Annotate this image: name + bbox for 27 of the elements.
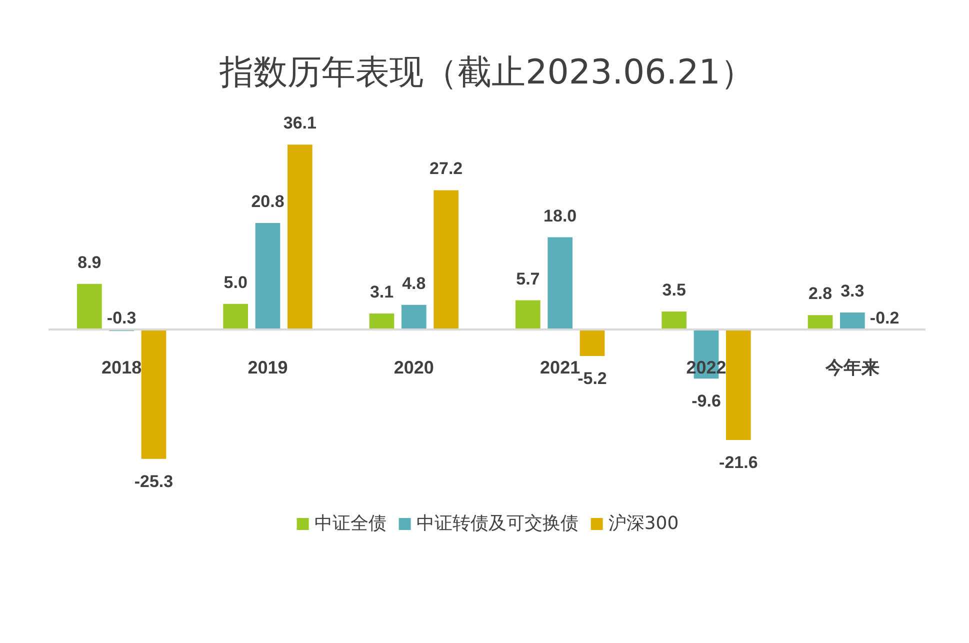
- x-tick-label: 今年来: [824, 357, 880, 378]
- data-label: 3.5: [662, 280, 686, 300]
- data-label: 27.2: [430, 159, 463, 178]
- data-label: -0.2: [870, 308, 900, 328]
- data-label: 8.9: [78, 252, 102, 272]
- chart-title: 指数历年表现（截止2023.06.21）: [218, 52, 754, 92]
- data-label: 5.0: [224, 272, 248, 292]
- legend-label: 中证转债及可交换债: [416, 512, 578, 535]
- legend-label: 中证全债: [314, 512, 386, 535]
- data-label: 36.1: [283, 114, 316, 133]
- data-label: -21.6: [719, 452, 758, 472]
- x-tick-label: 2018: [102, 357, 142, 378]
- legend-label: 沪深300: [608, 512, 679, 535]
- x-tick-label: 2019: [248, 357, 288, 378]
- data-label: -5.2: [578, 369, 607, 388]
- data-label: 18.0: [544, 206, 577, 226]
- x-tick-label: 2020: [394, 357, 434, 378]
- x-tick-label: 2021: [540, 357, 580, 378]
- data-label: -0.3: [106, 308, 136, 328]
- data-label: 20.8: [251, 192, 284, 211]
- data-label: 2.8: [808, 284, 832, 304]
- data-label: -25.3: [134, 472, 174, 491]
- data-label: 5.7: [516, 269, 540, 288]
- data-label: 3.1: [370, 282, 394, 302]
- data-label: -9.6: [692, 392, 721, 411]
- data-label: 3.3: [840, 282, 864, 301]
- data-label: 4.8: [402, 274, 426, 293]
